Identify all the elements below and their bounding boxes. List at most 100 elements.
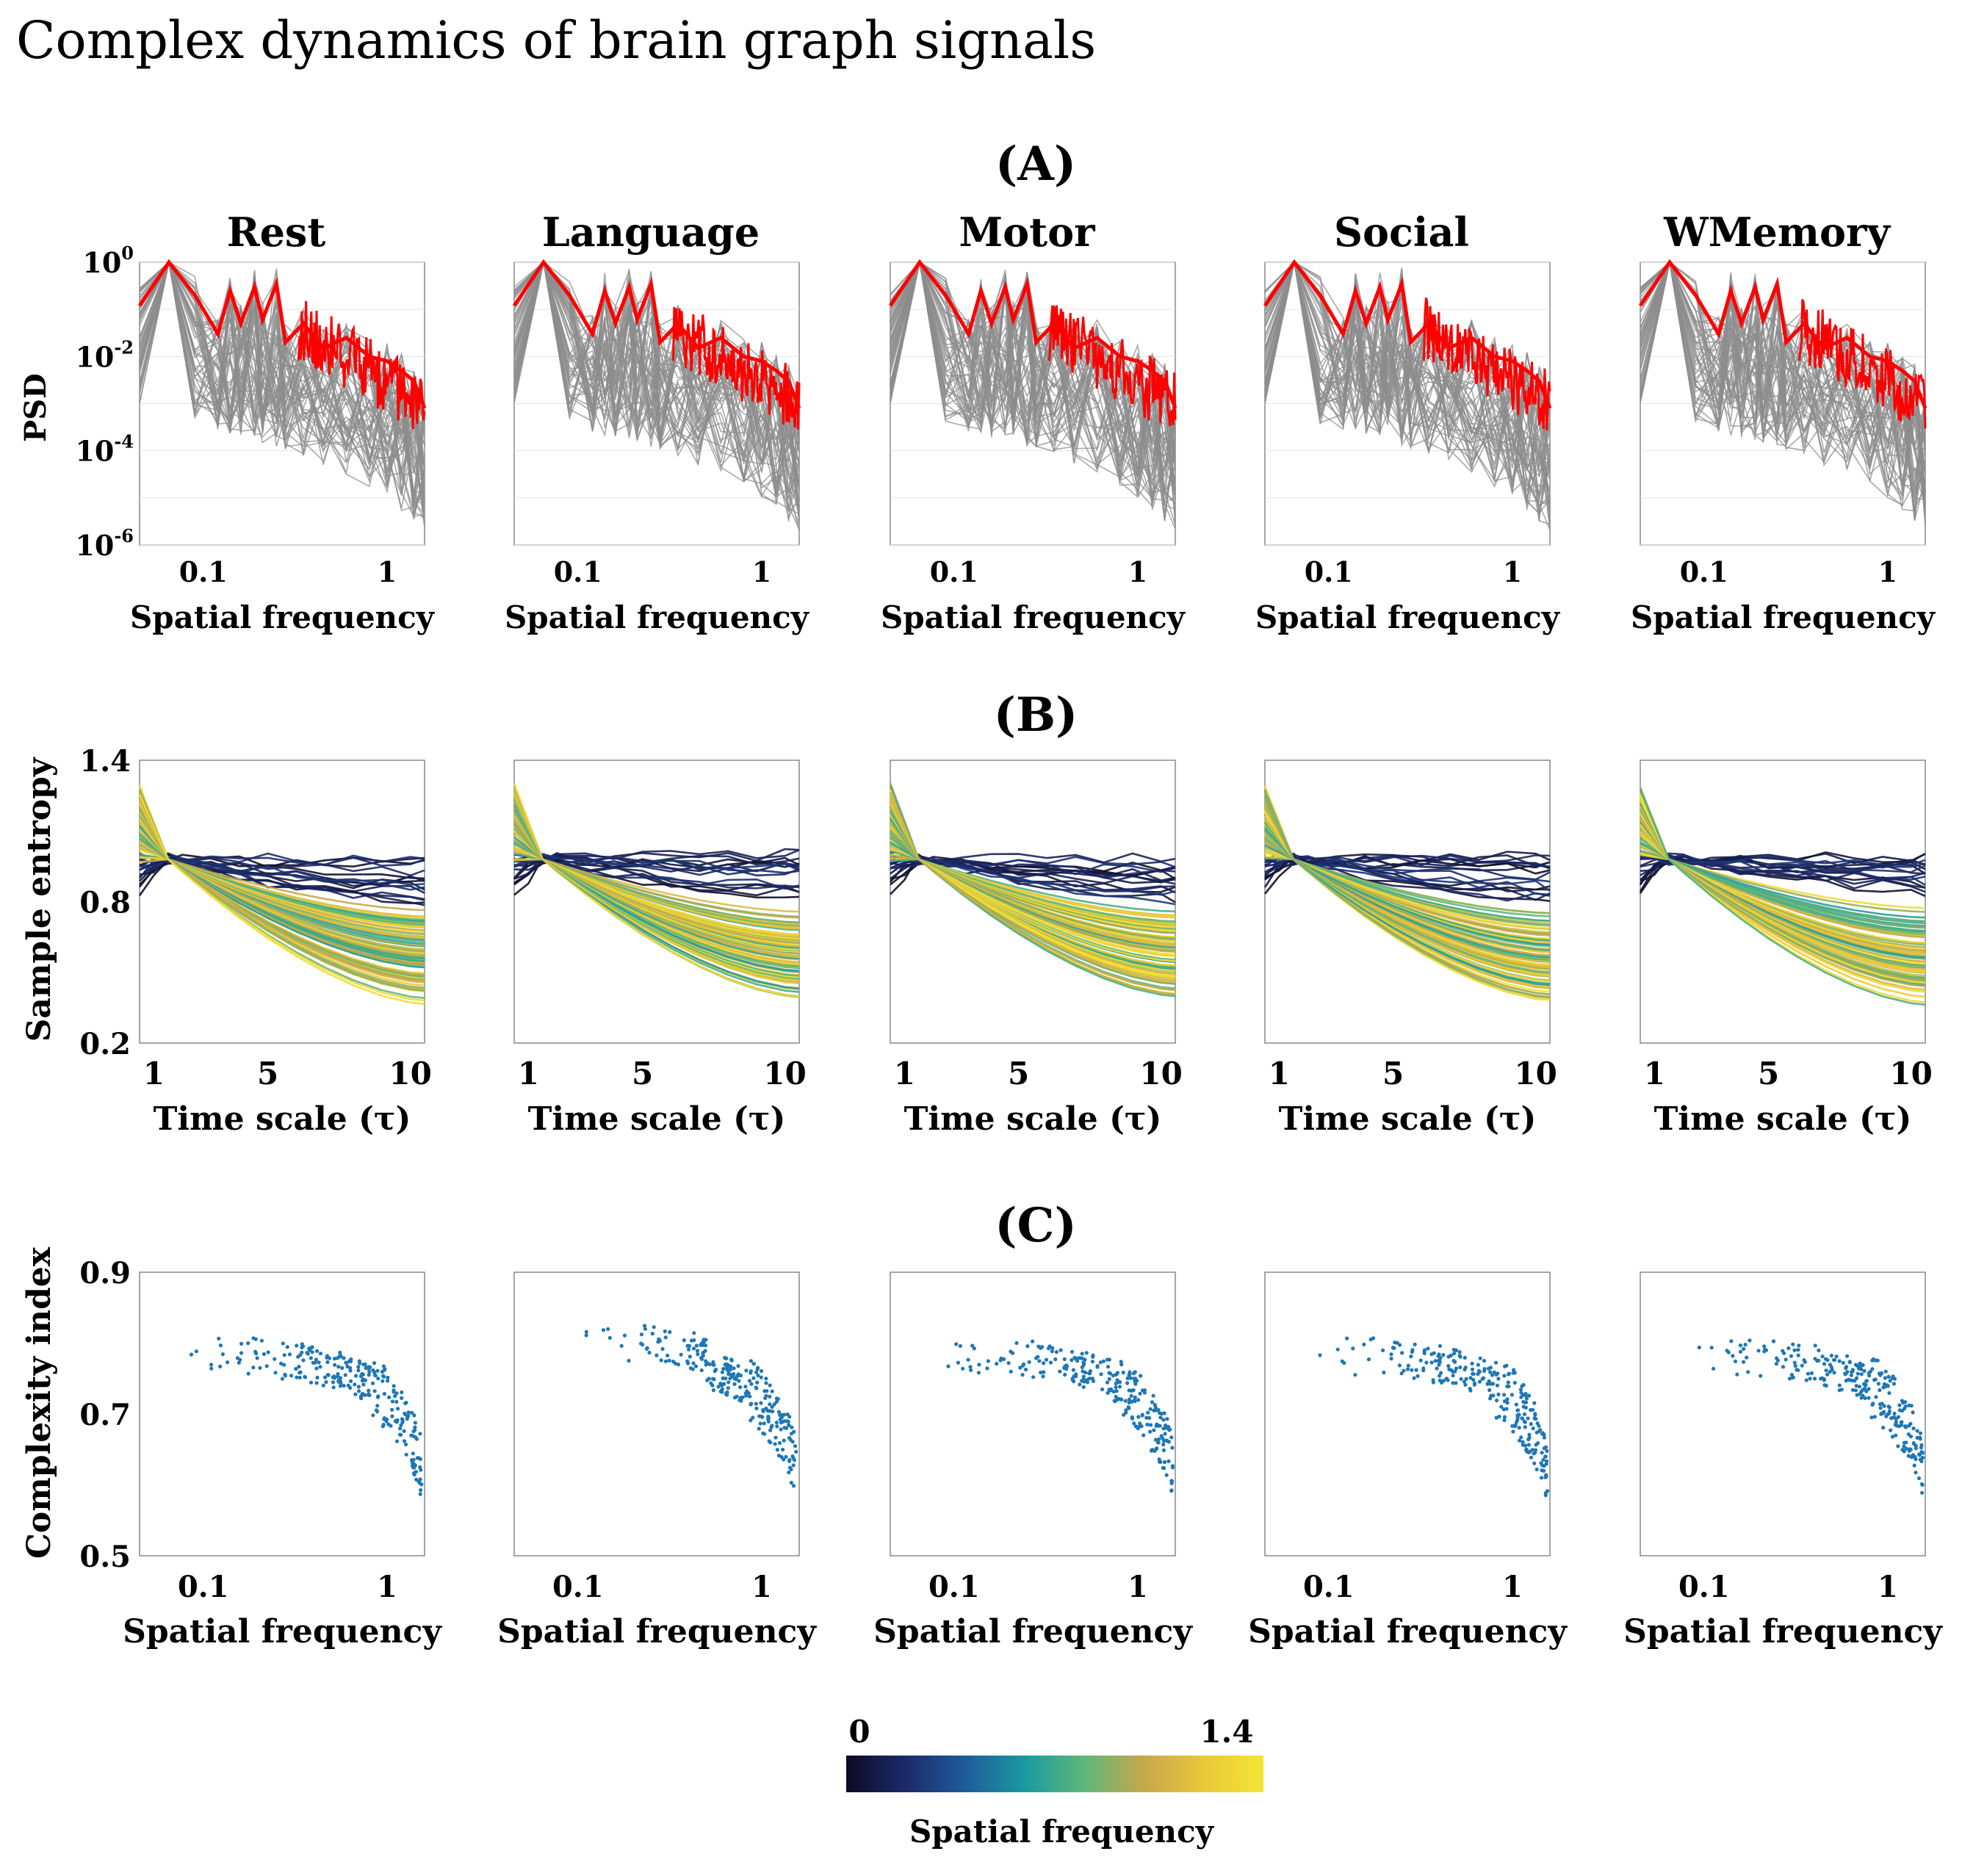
scatter-point: [1451, 1347, 1456, 1352]
scatter-point: [663, 1329, 667, 1334]
scatter-point: [768, 1440, 773, 1445]
scatter-point: [411, 1471, 416, 1476]
scatter-point: [759, 1375, 763, 1379]
scatter-point: [744, 1393, 749, 1398]
scatter-point: [409, 1458, 414, 1462]
x-tick-label: 1: [143, 1056, 165, 1092]
subject-psd-line: [1264, 261, 1551, 522]
entropy-curve: [890, 854, 1176, 881]
scatter-point: [381, 1422, 386, 1427]
scatter-point: [1540, 1468, 1544, 1473]
scatter-point: [1763, 1347, 1767, 1352]
scatter-point: [1108, 1388, 1113, 1393]
scatter-point: [687, 1343, 692, 1348]
scatter-point: [1537, 1429, 1541, 1434]
scatter-point: [287, 1352, 292, 1357]
scatter-point: [1904, 1440, 1908, 1445]
scatter-point: [773, 1435, 778, 1440]
x-axis-label: Time scale (τ): [904, 1100, 1162, 1138]
scatter-point: [1521, 1399, 1526, 1404]
scatter-point: [1148, 1407, 1153, 1411]
scatter-point: [760, 1415, 765, 1419]
scatter-point: [254, 1352, 259, 1356]
scatter-point: [966, 1357, 970, 1362]
scatter-point: [1795, 1368, 1799, 1372]
scatter-point: [1353, 1373, 1357, 1377]
scatter-point: [691, 1346, 696, 1351]
scatter-point: [1418, 1358, 1423, 1363]
scatter-point: [1063, 1372, 1067, 1377]
subject-psd-line: [890, 260, 1176, 491]
scatter-point: [1748, 1338, 1752, 1343]
subject-psd-line: [513, 261, 800, 484]
scatter-point: [782, 1438, 786, 1443]
scatter-point: [264, 1364, 269, 1368]
subject-psd-line: [1640, 260, 1926, 484]
scatter-point: [332, 1357, 337, 1361]
scatter-point: [412, 1462, 416, 1467]
scatter-point: [1918, 1435, 1922, 1440]
scatter-point: [749, 1418, 753, 1423]
scatter-point: [1496, 1371, 1500, 1376]
scatter-point: [1894, 1417, 1898, 1421]
scatter-point: [367, 1367, 371, 1371]
scatter-point: [1462, 1379, 1466, 1384]
scatter-point: [1824, 1368, 1828, 1373]
x-tick-label: 1: [1503, 555, 1522, 588]
x-axis-label: Spatial frequency: [1631, 599, 1936, 635]
scatter-point: [778, 1413, 782, 1418]
scatter-point: [1161, 1418, 1166, 1422]
scatter-point: [409, 1433, 414, 1437]
scatter-point: [711, 1360, 715, 1364]
scatter-point: [787, 1459, 792, 1463]
scatter-point: [1166, 1459, 1171, 1463]
scatter-point: [1129, 1388, 1133, 1393]
scatter-point: [403, 1401, 408, 1405]
scatter-point: [1406, 1363, 1410, 1368]
scatter-point: [1163, 1432, 1167, 1436]
scatter-point: [654, 1353, 659, 1357]
scatter-point: [704, 1359, 708, 1363]
scatter-point: [1132, 1421, 1136, 1426]
scatter-point: [1892, 1411, 1897, 1416]
scatter-point: [1523, 1405, 1528, 1410]
scatter-point: [774, 1421, 779, 1425]
scatter-point: [738, 1385, 743, 1390]
scatter-point: [1697, 1345, 1701, 1350]
scatter-point: [1792, 1360, 1797, 1365]
scatter-point: [1916, 1476, 1922, 1481]
scatter-point: [1879, 1412, 1883, 1416]
scatter-point: [668, 1330, 672, 1335]
scatter-point: [356, 1368, 361, 1373]
condition-title-language: Language: [542, 209, 760, 256]
psd-panel-wmemory: 0.1 1 Spatial frequency WMemory: [1631, 209, 1936, 635]
entropy-curve: [1640, 856, 1926, 881]
scatter-point: [1084, 1351, 1089, 1355]
scatter-point: [398, 1426, 403, 1431]
scatter-point: [1478, 1356, 1482, 1360]
scatter-point: [1437, 1358, 1442, 1363]
scatter-point: [1072, 1355, 1077, 1360]
scatter-point: [747, 1379, 752, 1383]
scatter-point: [1490, 1373, 1495, 1377]
scatter-point: [986, 1359, 990, 1363]
scatter-point: [1906, 1432, 1911, 1437]
scatter-point: [771, 1409, 775, 1414]
scatter-point: [1808, 1377, 1812, 1381]
scatter-point: [1507, 1384, 1511, 1389]
scatter-point: [282, 1353, 286, 1357]
scatter-point: [331, 1385, 336, 1390]
scatter-point: [728, 1376, 732, 1381]
psd-panel-language: 0.1 1 Spatial frequency Language: [505, 209, 810, 635]
psd-panel-motor: 0.1 1 Spatial frequency Motor: [881, 209, 1186, 635]
subject-psd-line: [890, 260, 1176, 460]
scatter-point: [782, 1426, 787, 1430]
scatter-point: [1006, 1361, 1011, 1365]
scatter-point: [1791, 1342, 1795, 1346]
scatter-point: [1340, 1359, 1344, 1363]
scatter-point: [732, 1396, 737, 1400]
scatter-point: [745, 1389, 749, 1393]
subject-psd-line: [890, 261, 1176, 477]
scatter-point: [1828, 1370, 1832, 1374]
scatter-point: [969, 1368, 973, 1372]
